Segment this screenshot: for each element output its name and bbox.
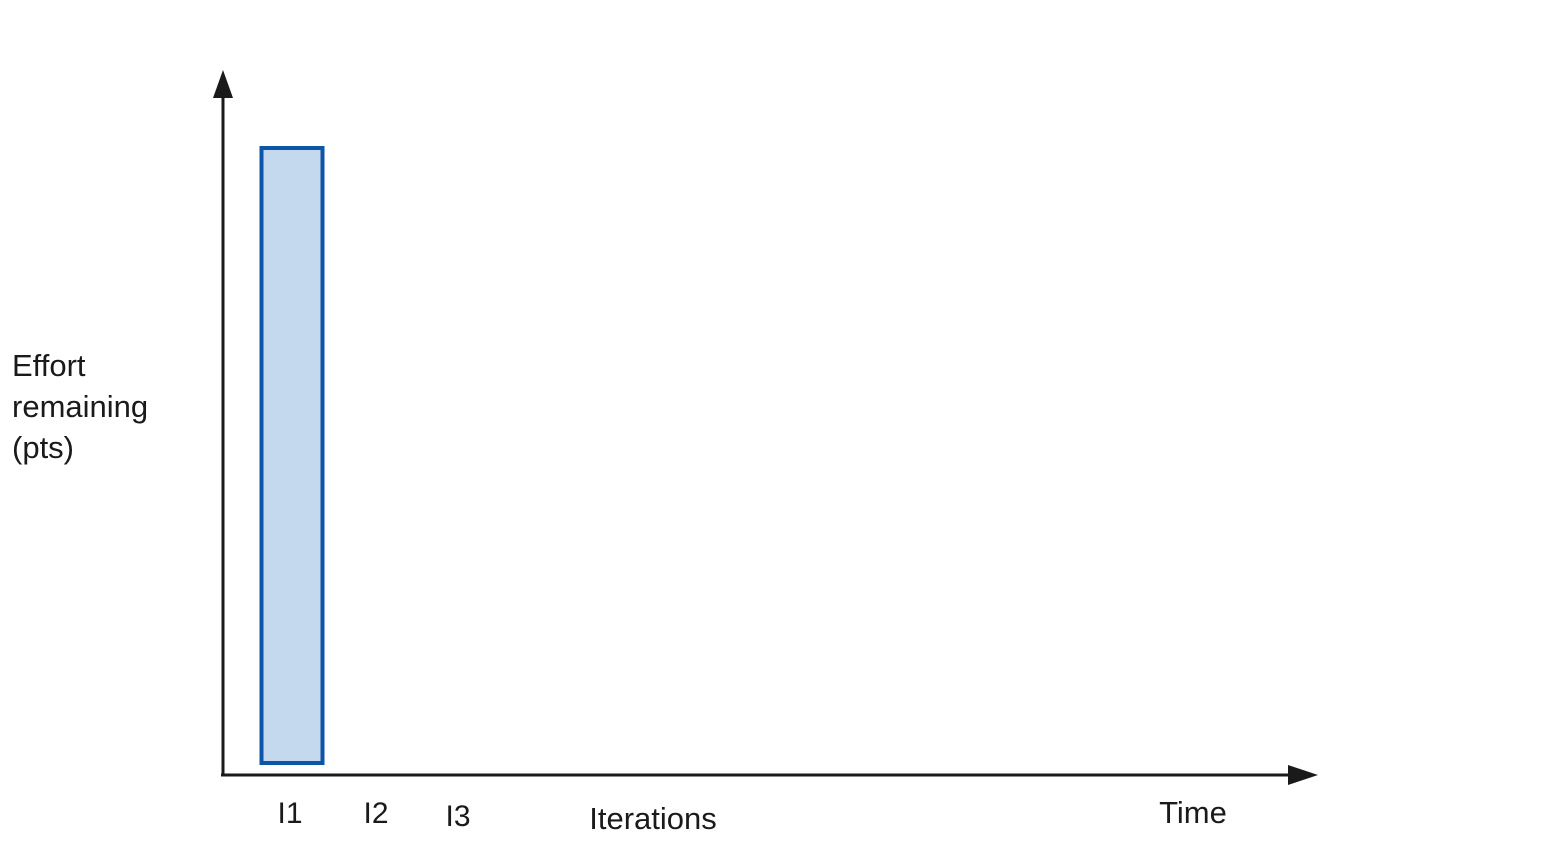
x-axis-end-label: Time: [1159, 795, 1227, 830]
y-axis-title-line-3: (pts): [12, 430, 74, 465]
x-axis-title: Iterations: [589, 801, 717, 836]
bars-group: [259, 146, 325, 765]
category-label-i3: I3: [445, 800, 470, 833]
category-label-i1: I1: [277, 797, 302, 830]
y-axis-title: Effort remaining (pts): [12, 345, 148, 468]
bar-i1: [259, 146, 325, 765]
y-axis-title-line-1: Effort: [12, 348, 86, 383]
y-axis-title-line-2: remaining: [12, 389, 149, 424]
category-label-i2: I2: [363, 797, 388, 830]
x-axis-arrow-icon: [1288, 765, 1318, 785]
y-axis-arrow-icon: [213, 70, 233, 98]
